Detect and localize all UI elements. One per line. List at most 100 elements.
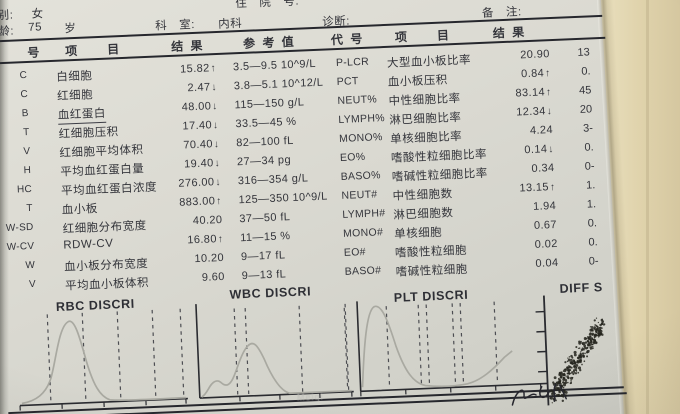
item-name: 单核细胞: [393, 226, 443, 241]
item-code: LYMPH%: [338, 112, 386, 126]
diff-scattergram: [535, 295, 606, 406]
item-reference: 125—350 10^9/L: [238, 190, 328, 207]
item-reference: 115—150 g/L: [234, 96, 305, 112]
item-code: W-CV: [6, 240, 35, 253]
item-name: 中性细胞比率: [388, 92, 461, 108]
item-result: 70.40↓: [183, 138, 220, 152]
item-result: 17.40↓: [182, 119, 219, 133]
item-reference-partial: 0.: [584, 141, 594, 154]
item-result: 13.15↑: [519, 181, 556, 195]
item-code: HC: [16, 183, 33, 196]
histograms-canvas: [19, 295, 606, 411]
item-code: PCT: [336, 75, 359, 89]
rbc-histogram: [19, 308, 188, 411]
item-name: 血小板: [61, 203, 99, 217]
item-result: 12.34↓: [516, 105, 553, 119]
low-flag-icon: ↓: [214, 157, 221, 170]
high-flag-icon: ↑: [216, 195, 222, 208]
item-result: 4.24: [529, 124, 554, 137]
low-flag-icon: ↓: [212, 120, 219, 132]
item-name: 嗜酸性粒细胞: [394, 244, 468, 260]
item-result: 20.90: [520, 48, 551, 62]
item-result: 19.40↓: [183, 157, 221, 171]
item-reference-partial: 1.: [586, 198, 597, 211]
handwritten-signature: [511, 383, 567, 406]
item-reference: 3.5—9.5 10^9/L: [232, 57, 317, 74]
item-code: W-SD: [5, 221, 34, 235]
item-code: EO%: [339, 150, 366, 164]
item-result: 10.20: [194, 251, 225, 266]
item-name: 淋巴细胞数: [393, 207, 454, 222]
item-code: V: [23, 145, 31, 158]
item-reference-partial: 0.: [588, 236, 598, 249]
wbc-histogram: [195, 303, 354, 402]
item-name: RDW-CV: [63, 237, 114, 252]
item-reference: 11—15 %: [239, 230, 291, 245]
item-reference: 82—100 fL: [235, 134, 294, 150]
item-result: 0.84↑: [520, 67, 551, 81]
item-code: C: [19, 69, 28, 82]
item-result: 1.94: [532, 199, 557, 213]
item-result: 15.82↑: [179, 62, 217, 76]
table-surface-seam: [646, 0, 649, 414]
item-name: 淋巴细胞比率: [389, 111, 462, 127]
item-name: 血小板压积: [387, 74, 449, 89]
item-reference: 316—354 g/L: [237, 172, 309, 188]
item-reference: 27—34 pg: [236, 154, 292, 169]
item-result: 0.67: [533, 218, 558, 232]
item-result: 883.00↑: [178, 195, 222, 209]
item-code: LYMPH#: [342, 207, 386, 221]
item-result: 276.00↓: [178, 176, 222, 190]
high-flag-icon: ↑: [217, 233, 224, 246]
item-reference-partial: 0.: [587, 217, 598, 230]
item-result: 2.47↓: [187, 81, 218, 95]
item-code: NEUT#: [341, 188, 378, 202]
low-flag-icon: ↓: [211, 82, 218, 94]
item-code: B: [21, 107, 30, 120]
item-name: 白细胞: [56, 70, 93, 84]
item-reference: 37—50 fL: [239, 211, 291, 226]
item-name: 单核细胞比率: [389, 130, 463, 146]
item-name: 红细胞压积: [58, 126, 119, 141]
high-flag-icon: ↑: [210, 63, 217, 75]
item-name: 红细胞: [56, 89, 94, 103]
item-result: 83.14↑: [515, 86, 552, 100]
item-name: 血红蛋白: [57, 104, 107, 125]
item-code: MONO#: [342, 226, 384, 240]
item-result: 0.14↓: [524, 143, 555, 157]
item-code: V: [28, 278, 37, 291]
item-result: 48.00↓: [181, 100, 218, 114]
item-code: C: [20, 88, 29, 101]
plt-histogram: [343, 301, 548, 397]
item-reference: 33.5—45 %: [235, 115, 297, 131]
item-reference-partial: 13: [577, 46, 590, 59]
item-code: T: [26, 202, 34, 215]
item-reference: 3.8—5.1 10^12/L: [233, 76, 324, 93]
item-code: EO#: [343, 245, 367, 259]
item-name: 中性细胞数: [392, 188, 453, 203]
low-flag-icon: ↓: [215, 176, 222, 189]
item-name: 大型血小板比率: [386, 54, 472, 70]
paper-left-edge-shadow: [0, 0, 9, 414]
item-result: 0.34: [531, 161, 555, 175]
low-flag-icon: ↓: [212, 101, 218, 113]
item-result: 40.20: [192, 213, 223, 228]
item-code: W: [25, 259, 36, 272]
photo-watermark: Meiqi: [296, 391, 324, 403]
item-reference-partial: 45: [578, 84, 592, 97]
item-code: NEUT%: [337, 93, 378, 108]
item-result: 16.80↑: [187, 233, 224, 247]
item-code: H: [23, 164, 32, 177]
item-reference-partial: 0.: [581, 65, 591, 78]
item-reference-partial: 0-: [584, 160, 595, 173]
item-code: T: [22, 126, 30, 139]
item-code: BASO%: [340, 169, 381, 183]
item-reference-partial: 1.: [585, 179, 596, 192]
item-result: 0.02: [534, 237, 558, 251]
item-reference-partial: 3-: [582, 122, 594, 135]
item-reference: 9—17 fL: [240, 249, 286, 264]
low-flag-icon: ↓: [213, 139, 220, 151]
